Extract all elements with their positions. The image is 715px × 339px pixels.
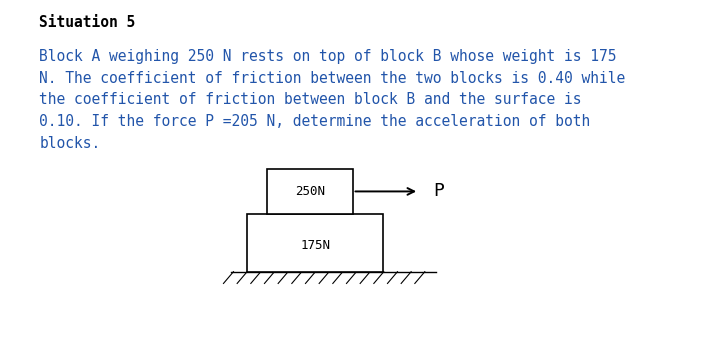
Bar xyxy=(247,214,383,272)
Bar xyxy=(267,168,352,214)
Text: 250N: 250N xyxy=(295,185,325,198)
Text: Block A weighing 250 N rests on top of block B whose weight is 175
N. The coeffi: Block A weighing 250 N rests on top of b… xyxy=(39,49,626,151)
Text: 175N: 175N xyxy=(300,239,330,252)
Text: P: P xyxy=(433,182,444,200)
Text: Situation 5: Situation 5 xyxy=(39,15,136,30)
